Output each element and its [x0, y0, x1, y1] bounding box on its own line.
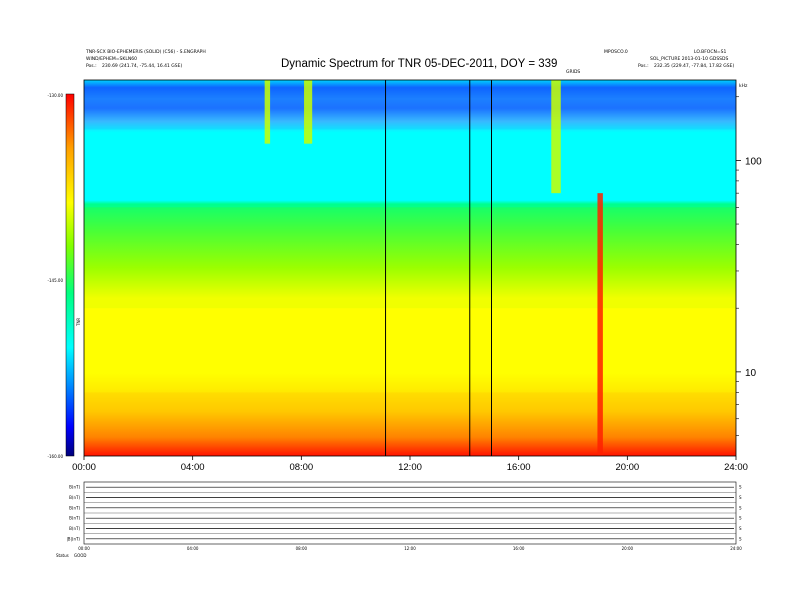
x-tick-label: 04:00	[181, 462, 205, 473]
header-right-pos-label: Pos.:	[638, 64, 649, 69]
colorbar-gradient	[65, 93, 75, 457]
radio-burst	[304, 80, 313, 144]
colorbar-label: TNR	[76, 318, 81, 327]
band-level	[84, 80, 736, 107]
header-right-line2: SOL_PICTURE 2013-01-10 GDSSDS	[650, 57, 729, 62]
strip-row-label: B(nT)	[69, 505, 80, 510]
x-axis: 00:00 04:00 08:00 12:00 16:00 20:00 24:00	[72, 456, 748, 473]
strip-footer-label: Status	[56, 553, 69, 558]
strip-right-label: S	[739, 536, 742, 541]
strip-row-label: B(nT)	[69, 495, 80, 500]
strip-panel: B(nT) S B(nT) S B(nT) S B(nT) S B(nT) S |B|(nT) S 0…	[56, 481, 742, 558]
radio-burst	[551, 80, 561, 194]
strip-right-label: S	[739, 505, 742, 510]
chart-title: Dynamic Spectrum for TNR 05-DEC-2011, DO…	[281, 58, 558, 70]
band-level	[84, 129, 736, 208]
strip-footer-value: GOOD	[74, 553, 86, 558]
y-tick-label: 10	[745, 368, 757, 379]
strip-x-tick-label: 08:00	[296, 546, 308, 551]
radio-burst	[264, 80, 271, 144]
header-left-pos-value: 230.69 (241.74, -75.44, 16.41 GSE)	[102, 64, 183, 69]
strip-right-label: S	[739, 516, 742, 521]
strip-x-tick-label: 04:00	[187, 546, 199, 551]
strip-x-tick-label: 12:00	[404, 546, 416, 551]
band-level	[84, 308, 736, 393]
header-left-line1: TNR-SCX BIO-EPHEMERIS (SOLID) (C56) - S.…	[86, 50, 206, 55]
header-mid-tag: GRIDS	[566, 70, 581, 75]
colorbar-tick-label: -160.00	[48, 454, 64, 459]
strip-x-tick-label: 20:00	[622, 546, 634, 551]
strip-right-label: S	[739, 485, 742, 490]
colorbar-tick-label: -130.00	[48, 93, 64, 98]
y-axis: 100 10	[736, 96, 762, 436]
strip-x-tick-label: 16:00	[513, 546, 525, 551]
strip-row-label: B(nT)	[69, 485, 80, 490]
strip-row-label: B(nT)	[69, 526, 80, 531]
data-gap-layer	[385, 80, 492, 456]
header-left-pos-label: Pos.:	[86, 64, 97, 69]
header-right-line3: Pos.: 232.35 (229.47, -77.84, 17.82 GSE)	[638, 64, 734, 69]
radio-burst	[597, 193, 603, 457]
header-right-line1b: LO.BFOCN=S1	[694, 50, 727, 55]
strip-rows: B(nT) S B(nT) S B(nT) S B(nT) S B(nT) S |B|(nT) S	[66, 485, 742, 542]
x-tick-label: 08:00	[289, 462, 313, 473]
spectrogram	[83, 79, 737, 457]
band-level	[84, 207, 736, 309]
colorbar: -130.00 -145.00 -160.00 TNR	[48, 93, 81, 459]
x-tick-label: 16:00	[507, 462, 531, 473]
x-tick-label: 12:00	[398, 462, 422, 473]
strip-x-tick-label: 00:00	[78, 546, 90, 551]
band-layer	[84, 80, 736, 456]
header-left-line3: Pos.: 230.69 (241.74, -75.44, 16.41 GSE)	[86, 64, 182, 69]
strip-row-label: B(nT)	[69, 516, 80, 521]
header-left-line2: WIND/EPHEM=SKLN60	[86, 57, 137, 62]
header-right-line1: MPOSCO.0	[604, 50, 628, 55]
spectrogram-background	[84, 80, 736, 456]
band-level	[84, 392, 736, 456]
header-right-pos-value: 232.35 (229.47, -77.84, 17.82 GSE)	[654, 64, 735, 69]
x-tick-label: 00:00	[72, 462, 96, 473]
strip-right-label: S	[739, 526, 742, 531]
strip-row-label: |B|(nT)	[66, 536, 80, 541]
x-tick-label: 24:00	[724, 462, 748, 473]
strip-right-label: S	[739, 495, 742, 500]
y-tick-label: 100	[745, 156, 762, 167]
strip-x-tick-label: 24:00	[730, 546, 742, 551]
strip-x-axis: 00:00 04:00 08:00 12:00 16:00 20:00 24:00	[78, 546, 742, 551]
band-level	[84, 106, 736, 130]
colorbar-tick-label: -145.00	[48, 278, 64, 283]
header-corner-tag: kHz	[739, 84, 748, 89]
burst-layer	[264, 80, 603, 457]
x-tick-label: 20:00	[615, 462, 639, 473]
